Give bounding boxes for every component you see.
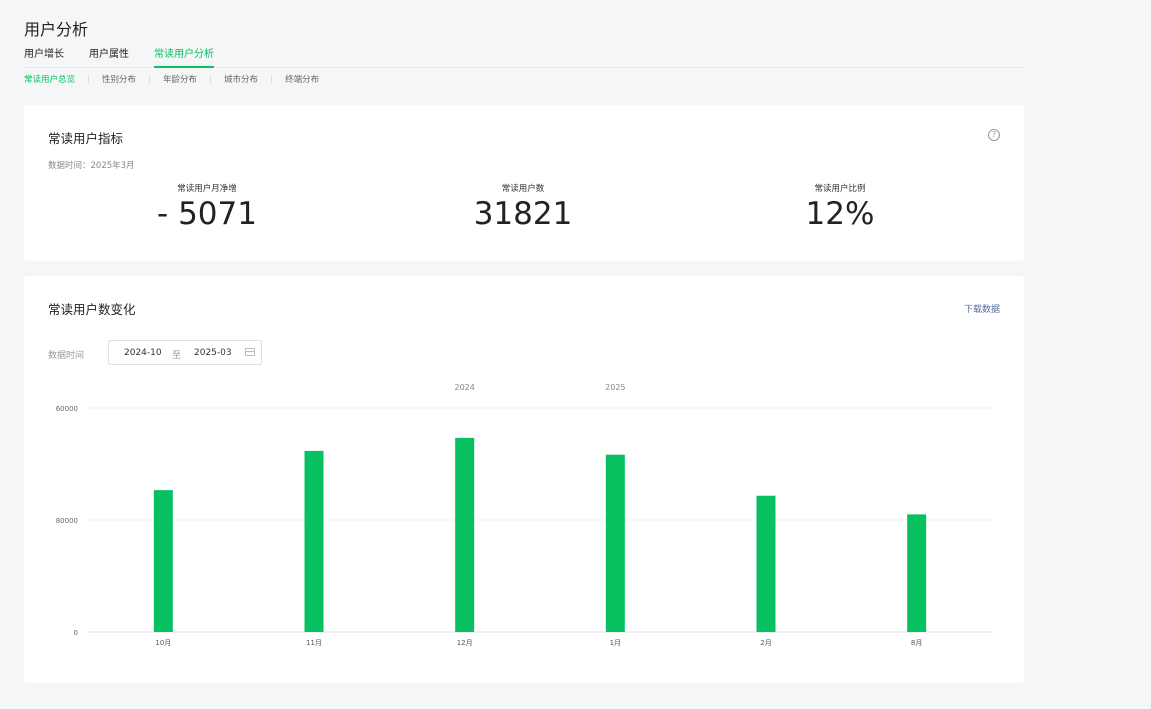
- y-tick-label: 80000: [56, 517, 78, 525]
- metric-user-ratio: 常读用户比例 12%: [730, 182, 950, 232]
- subtab-age[interactable]: 年龄分布: [163, 75, 198, 85]
- metric-value: 31821: [473, 196, 573, 232]
- bar-chart: 60000 80000 0 10月 11月 12月 1月 2月 8月 2024 2025: [56, 383, 992, 647]
- bar: [756, 495, 776, 632]
- x-tick-label: 11月: [306, 639, 322, 647]
- bar: [153, 490, 173, 632]
- chart-card: 常读用户数变化 下载数据 数据时间 2024-10 至 2025-03 6000…: [24, 276, 1024, 683]
- metric-label: 常读用户数: [501, 184, 545, 194]
- date-range-picker[interactable]: 2024-10 至 2025-03: [108, 340, 262, 365]
- tab-frequent-readers[interactable]: 常读用户分析: [154, 47, 214, 68]
- date-start[interactable]: 2024-10: [124, 348, 162, 358]
- tab-user-attributes[interactable]: 用户属性: [89, 49, 129, 60]
- metrics-card: 常读用户指标 ? 数据时间：2025年3月 常读用户月净增 - 5071 常读用…: [24, 105, 1024, 261]
- calendar-icon[interactable]: [245, 348, 255, 356]
- x-tick-label: 1月: [610, 639, 621, 647]
- tab-bar: 用户增长 用户属性 常读用户分析: [24, 47, 1024, 68]
- tab-user-growth[interactable]: 用户增长: [24, 49, 64, 60]
- page-title: 用户分析: [24, 20, 89, 39]
- subtab-device[interactable]: 终端分布: [285, 75, 320, 85]
- year-label: 2024: [454, 383, 474, 392]
- metric-user-count: 常读用户数 31821: [413, 182, 633, 232]
- bar: [907, 514, 927, 632]
- y-tick-label: 60000: [56, 405, 78, 413]
- divider: [271, 75, 273, 83]
- subtab-overview[interactable]: 常读用户总览: [24, 75, 76, 85]
- subtab-city[interactable]: 城市分布: [224, 75, 259, 85]
- x-tick-label: 12月: [457, 639, 473, 647]
- subtab-gender[interactable]: 性别分布: [102, 75, 137, 85]
- date-end[interactable]: 2025-03: [194, 348, 232, 358]
- date-separator: 至: [172, 351, 182, 361]
- bar: [304, 450, 324, 632]
- question-circle-icon[interactable]: ?: [988, 129, 1000, 141]
- metric-label: 常读用户比例: [814, 184, 866, 194]
- metric-label: 常读用户月净增: [177, 184, 237, 194]
- subtab-bar: 常读用户总览 性别分布 年龄分布 城市分布 终端分布: [24, 73, 319, 85]
- metric-value: 12%: [805, 196, 875, 232]
- bar: [605, 454, 625, 632]
- filter-label: 数据时间: [48, 351, 85, 361]
- year-label: 2025: [605, 383, 625, 392]
- metric-value: - 5071: [157, 196, 257, 232]
- chart-card-title: 常读用户数变化: [48, 302, 136, 317]
- divider: [149, 75, 151, 83]
- download-data-link[interactable]: 下载数据: [963, 305, 1000, 315]
- x-tick-label: 10月: [155, 639, 171, 647]
- metrics-card-title: 常读用户指标: [48, 131, 124, 146]
- y-tick-label: 0: [74, 629, 78, 637]
- bar: [455, 437, 475, 632]
- x-tick-label: 8月: [911, 639, 922, 647]
- divider: [88, 75, 90, 83]
- divider: [210, 75, 212, 83]
- x-tick-label: 2月: [760, 639, 771, 647]
- metric-net-growth: 常读用户月净增 - 5071: [97, 182, 317, 232]
- data-time-text: 数据时间：2025年3月: [48, 161, 135, 171]
